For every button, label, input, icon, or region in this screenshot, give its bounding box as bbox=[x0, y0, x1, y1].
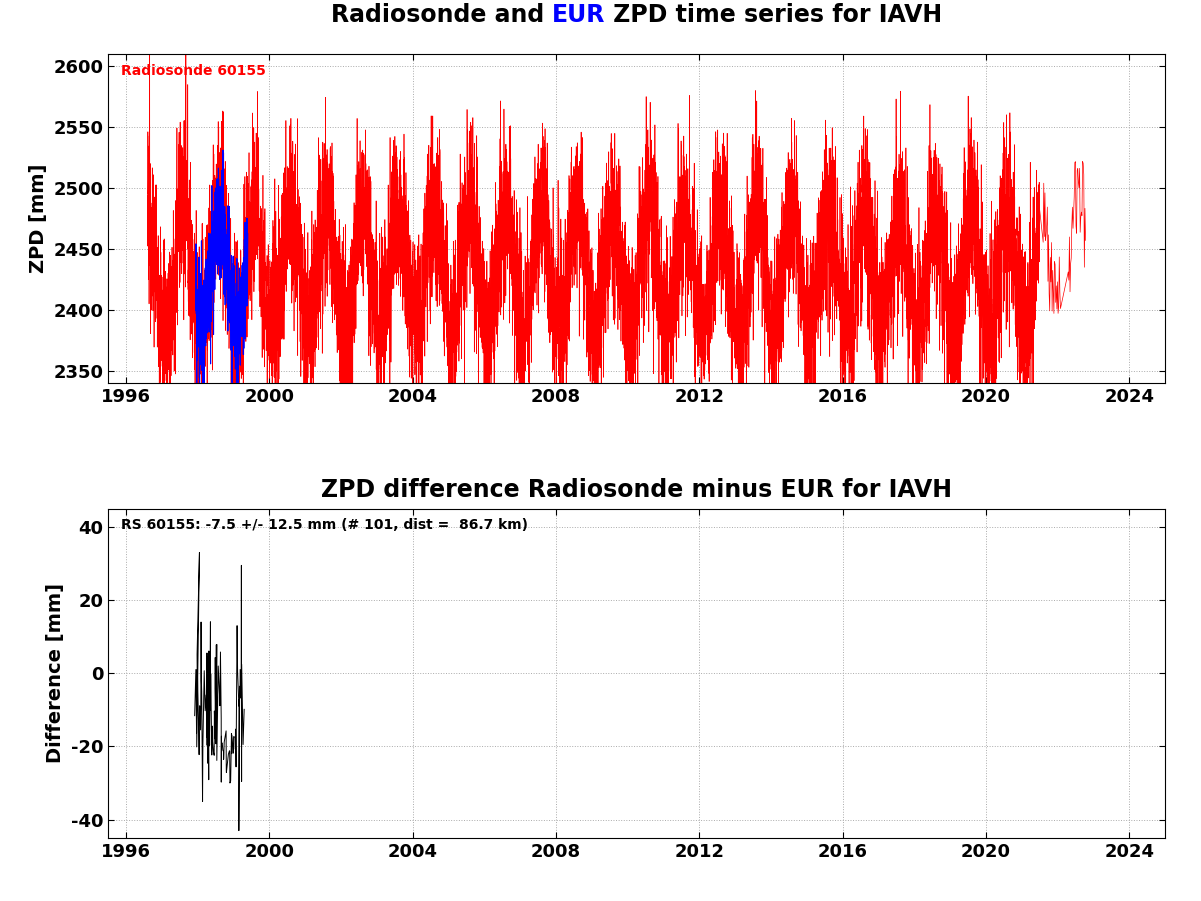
Y-axis label: ZPD [mm]: ZPD [mm] bbox=[29, 164, 48, 273]
Y-axis label: Difference [mm]: Difference [mm] bbox=[46, 583, 65, 763]
Title: ZPD difference Radiosonde minus EUR for IAVH: ZPD difference Radiosonde minus EUR for … bbox=[321, 478, 952, 503]
Text: Radiosonde 60155: Radiosonde 60155 bbox=[121, 64, 265, 78]
Text: RS 60155: -7.5 +/- 12.5 mm (# 101, dist =  86.7 km): RS 60155: -7.5 +/- 12.5 mm (# 101, dist … bbox=[121, 518, 527, 532]
Text: Radiosonde and: Radiosonde and bbox=[330, 3, 552, 27]
Text: EUR: EUR bbox=[552, 3, 605, 27]
Text: ZPD time series for IAVH: ZPD time series for IAVH bbox=[605, 3, 943, 27]
